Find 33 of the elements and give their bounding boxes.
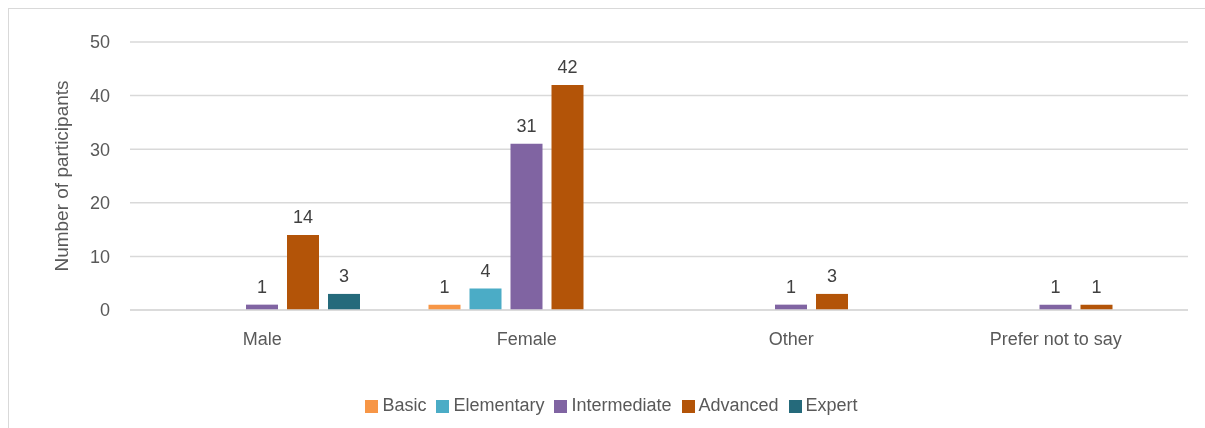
legend-label: Elementary [453, 395, 545, 415]
y-tick-label: 20 [89, 193, 110, 214]
bar [287, 234, 319, 310]
legend-label: Basic [382, 395, 427, 415]
x-tick-label: Female [496, 328, 557, 349]
x-tick-label: Prefer not to say [989, 328, 1122, 349]
data-label: 1 [1091, 276, 1102, 297]
y-tick-label: 0 [99, 300, 110, 321]
data-label: 1 [1050, 276, 1061, 297]
y-tick-label: 50 [89, 32, 110, 53]
y-tick-label: 10 [89, 246, 110, 267]
x-tick-label: Other [768, 328, 814, 349]
bar [510, 143, 543, 310]
data-label: 1 [785, 276, 797, 297]
data-label: 31 [516, 115, 537, 136]
y-axis-title: Number of participants [50, 80, 72, 272]
y-tick-label: 40 [89, 85, 110, 106]
bar [816, 293, 848, 310]
y-tick-label: 30 [89, 139, 110, 160]
data-label: 14 [292, 206, 314, 227]
data-label: 42 [557, 56, 578, 77]
data-label: 3 [338, 265, 350, 286]
data-label: 4 [480, 260, 491, 281]
data-label: 1 [256, 276, 268, 297]
data-label: 1 [439, 276, 450, 297]
x-tick-label: Male [242, 328, 282, 349]
data-label: 3 [826, 265, 838, 286]
bar [551, 84, 584, 310]
legend-label: Intermediate [571, 395, 672, 415]
bar [328, 293, 360, 310]
legend-label: Advanced [698, 395, 779, 415]
legend-label: Expert [805, 395, 858, 415]
bar [469, 288, 502, 310]
